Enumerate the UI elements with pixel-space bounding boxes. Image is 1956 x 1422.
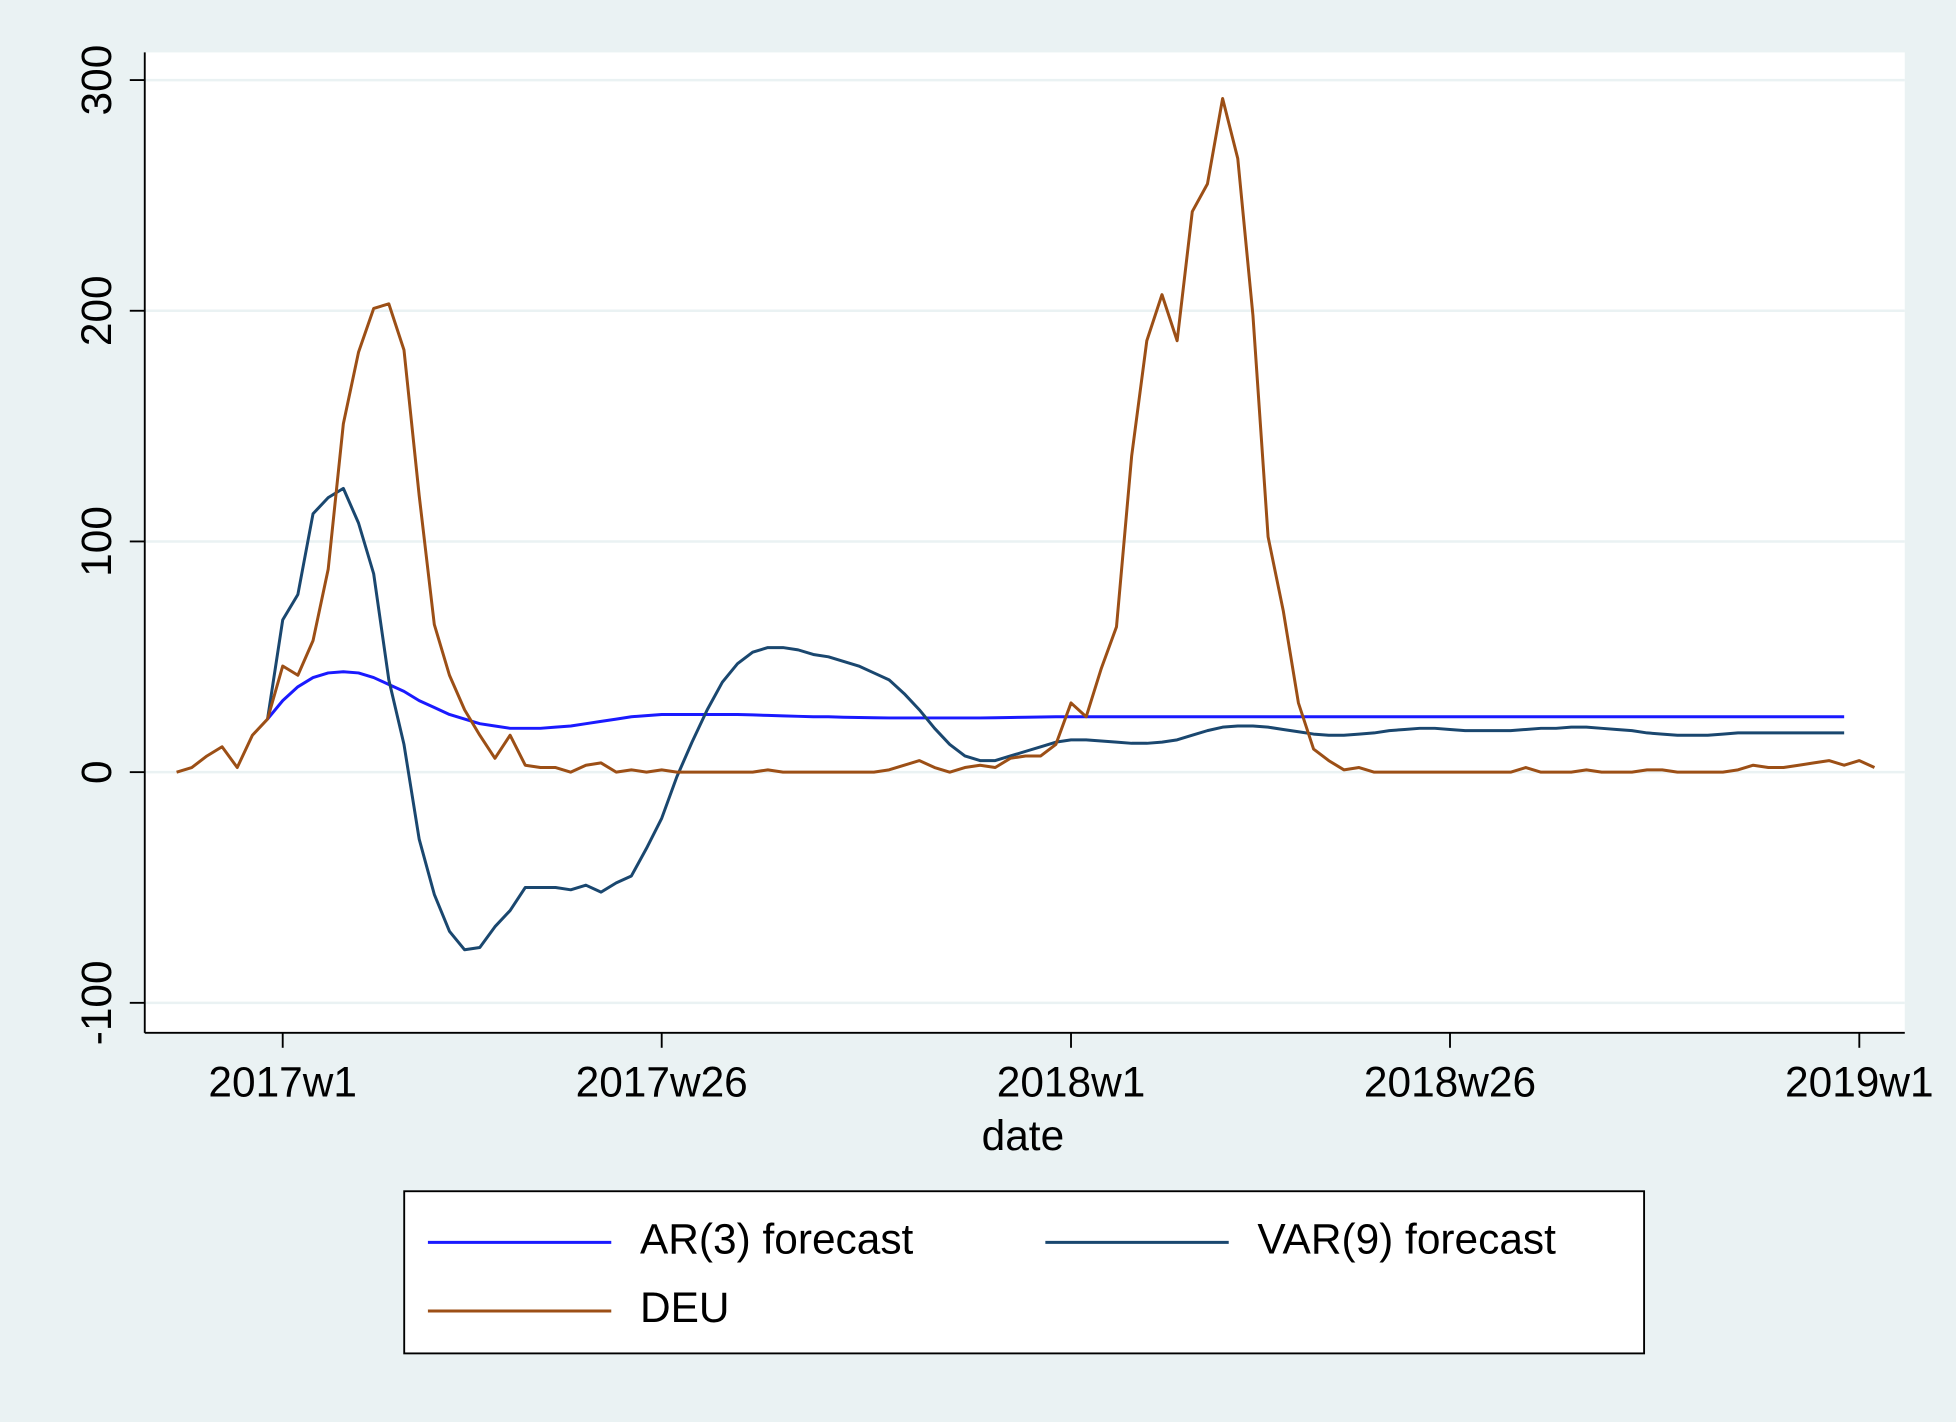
x-tick-label: 2017w26 (576, 1058, 748, 1105)
legend-label: VAR(9) forecast (1257, 1216, 1556, 1263)
y-tick-label: 300 (73, 45, 120, 116)
y-tick-label: 100 (73, 506, 120, 577)
x-tick-label: 2019w1 (1785, 1058, 1934, 1105)
x-axis-label: date (982, 1112, 1065, 1159)
y-tick-label: 200 (73, 275, 120, 346)
series-line (266, 670, 1845, 730)
x-tick-label: 2017w1 (208, 1058, 357, 1105)
y-tick-label: 0 (73, 760, 120, 784)
x-tick-label: 2018w26 (1364, 1058, 1536, 1105)
legend-label: AR(3) forecast (640, 1216, 914, 1263)
legend-label: DEU (640, 1284, 730, 1331)
series-line (176, 97, 1876, 774)
y-tick-label: -100 (73, 960, 120, 1045)
legend-box (403, 1190, 1646, 1355)
x-tick-label: 2018w1 (997, 1058, 1146, 1105)
